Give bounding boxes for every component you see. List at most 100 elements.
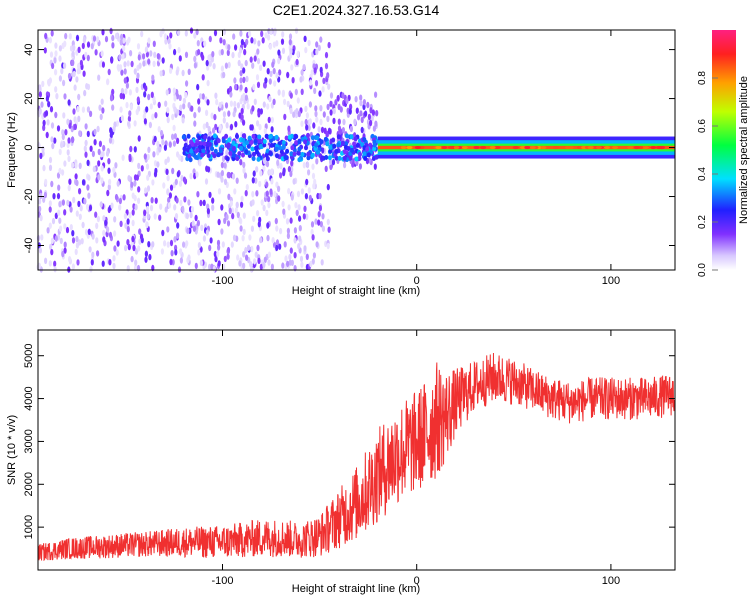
heatmap-cell (214, 123, 218, 131)
heatmap-cell (39, 214, 43, 222)
heatmap-cell (473, 145, 480, 150)
heatmap-cell (143, 118, 147, 125)
heatmap-cell (288, 39, 292, 46)
heatmap-cell (182, 103, 186, 110)
heatmap-cell (116, 180, 120, 187)
heatmap-cell (54, 86, 58, 93)
heatmap-cell (206, 153, 211, 159)
heatmap-cell (101, 151, 105, 158)
heatmap-cell (325, 131, 329, 138)
heatmap-cell (68, 178, 72, 185)
heatmap-cell (414, 145, 421, 150)
heatmap-cell (494, 145, 501, 150)
heatmap-cell (326, 103, 330, 111)
colorbar: 0.0 0.2 0.4 0.6 0.8 Normalized spectral ampl… (697, 30, 750, 277)
heatmap-cell (113, 245, 117, 252)
heatmap-cell (255, 74, 260, 81)
heatmap-cell (78, 188, 82, 195)
heatmap-cell (239, 159, 243, 166)
heatmap-cell (52, 193, 56, 200)
heatmap-cell (317, 44, 321, 52)
heatmap-cell (308, 118, 312, 125)
heatmap-cell (339, 106, 343, 113)
heatmap-cell (154, 167, 158, 175)
heatmap-cell (263, 82, 267, 89)
heatmap-cell (166, 156, 170, 163)
heatmap-cell (277, 185, 281, 192)
heatmap-cell (242, 67, 246, 74)
heatmap-cell (166, 107, 170, 114)
heatmap-cell (48, 260, 52, 267)
heatmap-cell (298, 235, 302, 242)
heatmap-cell (272, 41, 276, 48)
snr-y-ticks: 1000 2000 3000 4000 5000 (23, 343, 675, 539)
heatmap-cell (308, 101, 312, 108)
colorbar-ticks: 0.0 0.2 0.4 0.6 0.8 (697, 71, 718, 277)
heatmap-cell (59, 225, 63, 232)
heatmap-cell (107, 68, 111, 76)
heatmap-cell (250, 146, 255, 152)
heatmap-cell (263, 127, 267, 135)
heatmap-cell (232, 152, 236, 158)
heatmap-cell (297, 110, 301, 118)
heatmap-cell (242, 119, 246, 126)
heatmap-cell (300, 120, 304, 127)
heatmap-cell (115, 249, 119, 256)
heatmap-cell (150, 91, 154, 99)
heatmap-cell (310, 69, 314, 76)
heatmap-cell (240, 201, 244, 208)
heatmap-cell (282, 208, 286, 215)
heatmap-cell (62, 112, 66, 119)
heatmap-cell (295, 58, 299, 66)
heatmap-cell (265, 181, 269, 188)
heatmap-cell (241, 137, 246, 143)
heatmap-cell (342, 118, 346, 126)
heatmap-cell (116, 240, 120, 247)
heatmap-cell (193, 120, 197, 127)
heatmap-cell (125, 82, 129, 89)
heatmap-cell (173, 48, 177, 56)
heatmap-cell (175, 93, 180, 100)
heatmap-cell (254, 145, 259, 151)
heatmap-cell (152, 60, 156, 67)
heatmap-cell (82, 36, 86, 44)
heatmap-cell (328, 144, 333, 150)
heatmap-cell (258, 123, 262, 131)
heatmap-cell (240, 63, 244, 70)
heatmap-cell (166, 188, 170, 196)
heatmap-cell (224, 133, 229, 139)
heatmap-cell (56, 172, 61, 179)
heatmap-cell (110, 57, 114, 64)
heatmap-cell (59, 237, 63, 245)
heatmap-cell (122, 194, 126, 201)
heatmap-cell (281, 31, 285, 38)
heatmap-cell (210, 146, 215, 152)
spectrogram-ylabel: Frequency (Hz) (6, 112, 18, 188)
heatmap-cell (108, 231, 113, 239)
heatmap-cell (44, 178, 48, 186)
heatmap-cell (39, 152, 43, 160)
heatmap-cell (93, 128, 97, 136)
heatmap-cell (98, 61, 102, 68)
heatmap-cell (373, 163, 377, 170)
heatmap-cell (309, 79, 313, 86)
heatmap-cell (207, 125, 211, 133)
heatmap-cell (269, 70, 273, 78)
heatmap-cell (73, 84, 77, 91)
heatmap-cell (643, 145, 650, 150)
snr-frame (37, 329, 676, 571)
heatmap-cell (342, 149, 347, 155)
heatmap-cell (63, 209, 67, 216)
snr-ylabel: SNR (10 * v/v) (6, 415, 18, 485)
heatmap-cell (106, 226, 110, 233)
heatmap-cell (201, 93, 205, 100)
heatmap-cell (298, 215, 302, 222)
heatmap-cell (67, 137, 71, 144)
heatmap-cell (363, 156, 368, 161)
heatmap-cell (177, 29, 181, 36)
heatmap-cell (133, 120, 137, 127)
heatmap-cell (203, 134, 208, 140)
heatmap-cell (320, 126, 325, 134)
heatmap-cell (208, 244, 212, 252)
heatmap-cell (83, 89, 87, 97)
